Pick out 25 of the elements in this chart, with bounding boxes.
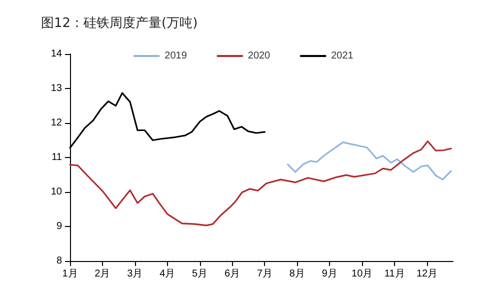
y-tick-label: 14	[50, 48, 62, 60]
x-tick-label: 11月	[384, 268, 405, 280]
chart-title: 图12：硅铁周度产量(万吨)	[41, 15, 198, 31]
x-tick-label: 6月	[224, 268, 240, 280]
line-series	[286, 142, 452, 180]
y-tick-label: 11	[52, 152, 62, 163]
x-tick-label: 2月	[94, 268, 110, 280]
x-tick-label: 4月	[160, 268, 176, 280]
x-tick-label: 12月	[416, 268, 438, 280]
x-tick-label: 3月	[127, 268, 143, 280]
y-tick-label: 9	[56, 221, 62, 232]
x-tick-label: 5月	[192, 268, 208, 280]
y-tick-label: 8	[56, 256, 62, 266]
line-series	[69, 140, 452, 226]
x-tick-label: 7月	[256, 268, 273, 280]
legend-label: 2020	[248, 50, 271, 62]
legend-label: 2021	[331, 50, 354, 62]
x-tick-label: 9月	[322, 268, 338, 280]
y-tick-label: 12	[50, 118, 62, 128]
x-tick-label: 8月	[289, 268, 305, 280]
y-tick-label: 13	[50, 83, 62, 94]
legend-label: 2019	[164, 50, 188, 62]
x-tick-label: 1月	[62, 268, 78, 280]
y-tick-label: 10	[50, 186, 62, 198]
x-tick-label: 10月	[352, 268, 373, 280]
